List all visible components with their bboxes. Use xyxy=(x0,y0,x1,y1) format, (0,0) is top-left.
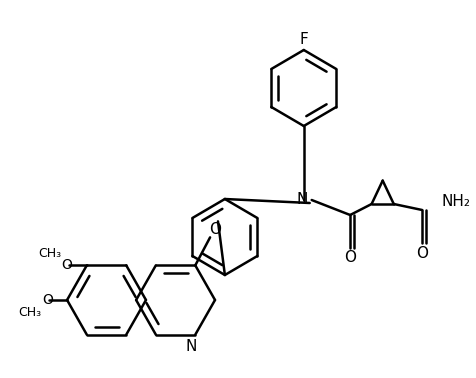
Text: O: O xyxy=(61,258,72,273)
Text: O: O xyxy=(343,251,356,265)
Text: NH₂: NH₂ xyxy=(441,195,470,209)
Text: N: N xyxy=(185,339,197,354)
Text: CH₃: CH₃ xyxy=(18,305,41,319)
Text: O: O xyxy=(42,293,53,307)
Text: O: O xyxy=(208,222,220,237)
Text: N: N xyxy=(296,192,307,208)
Text: F: F xyxy=(299,33,307,48)
Text: O: O xyxy=(415,245,427,260)
Text: CH₃: CH₃ xyxy=(38,247,61,260)
